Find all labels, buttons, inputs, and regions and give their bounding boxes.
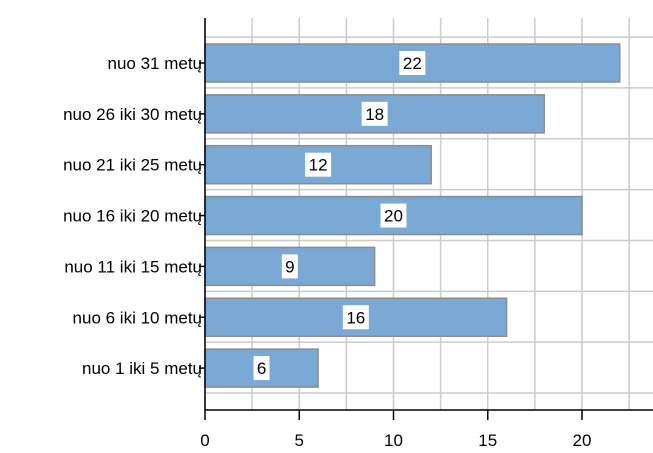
data-label: 20: [384, 207, 403, 226]
data-label-bg: [281, 254, 298, 279]
data-label: 16: [346, 308, 365, 327]
category-label: nuo 11 iki 15 metų: [64, 257, 202, 276]
data-label-bg: [399, 51, 426, 75]
category-label: nuo 1 iki 5 metų: [82, 359, 202, 378]
grid-lines: [204, 18, 653, 410]
category-label: nuo 31 metų: [107, 54, 202, 73]
x-tick-label: 20: [573, 431, 592, 450]
x-tick-label: 15: [478, 431, 497, 450]
category-label: nuo 6 iki 10 metų: [73, 308, 202, 327]
labels: nuo 31 metų 22 nuo 26 iki 30 metų 18 nuo 21 …: [63, 51, 591, 450]
data-label: 18: [365, 105, 384, 124]
axes: [199, 18, 653, 420]
data-label: 6: [257, 359, 266, 378]
data-label-bg: [380, 203, 407, 228]
category-label: nuo 16 iki 20 metų: [63, 207, 202, 226]
data-label: 9: [285, 257, 294, 276]
data-label-bg: [342, 305, 369, 330]
data-label-bg: [253, 356, 270, 381]
data-label: 12: [309, 156, 328, 175]
data-label: 22: [403, 54, 422, 73]
bars: [204, 43, 621, 388]
category-label: nuo 21 iki 25 metų: [63, 156, 202, 175]
category-label: nuo 26 iki 30 metų: [63, 105, 202, 124]
x-tick-label: 0: [200, 431, 209, 450]
x-tick-label: 10: [384, 431, 403, 450]
data-label-bg: [305, 152, 332, 177]
data-label-bg: [361, 101, 388, 126]
x-tick-label: 5: [295, 431, 304, 450]
